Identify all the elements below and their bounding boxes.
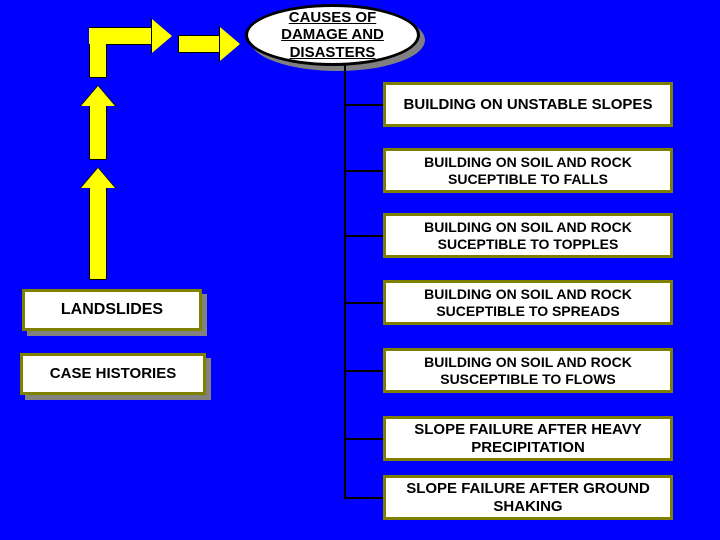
arrow-1-head <box>81 86 115 106</box>
connector-branch-1 <box>344 170 383 172</box>
left-box-0: LANDSLIDES <box>22 289 202 331</box>
diagram-canvas: CAUSES OF DAMAGE AND DISASTERS LANDSLIDES… <box>0 0 720 540</box>
right-box-4: BUILDING ON SOIL AND ROCK SUSCEPTIBLE TO… <box>383 348 673 393</box>
right-box-1: BUILDING ON SOIL AND ROCK SUCEPTIBLE TO … <box>383 148 673 193</box>
left-box-1: CASE HISTORIES <box>20 353 206 395</box>
right-box-0: BUILDING ON UNSTABLE SLOPES <box>383 82 673 127</box>
arrow-1-shaft <box>89 106 107 160</box>
connector-branch-0 <box>344 104 383 106</box>
arrow-0-shaft <box>89 188 107 280</box>
title-ellipse: CAUSES OF DAMAGE AND DISASTERS <box>245 4 420 66</box>
arrow-0-head <box>81 168 115 188</box>
right-box-3: BUILDING ON SOIL AND ROCK SUCEPTIBLE TO … <box>383 280 673 325</box>
connector-branch-3 <box>344 302 383 304</box>
arrow-2-corner <box>90 28 106 45</box>
right-box-6: SLOPE FAILURE AFTER GROUND SHAKING <box>383 475 673 520</box>
arrow-3-head <box>220 27 240 61</box>
connector-trunk <box>344 64 346 499</box>
arrow-3-shaft <box>178 35 220 53</box>
connector-branch-4 <box>344 370 383 372</box>
arrow-2-head <box>152 19 172 53</box>
connector-branch-2 <box>344 235 383 237</box>
connector-branch-6 <box>344 497 383 499</box>
connector-branch-5 <box>344 438 383 440</box>
right-box-2: BUILDING ON SOIL AND ROCK SUCEPTIBLE TO … <box>383 213 673 258</box>
right-box-5: SLOPE FAILURE AFTER HEAVY PRECIPITATION <box>383 416 673 461</box>
